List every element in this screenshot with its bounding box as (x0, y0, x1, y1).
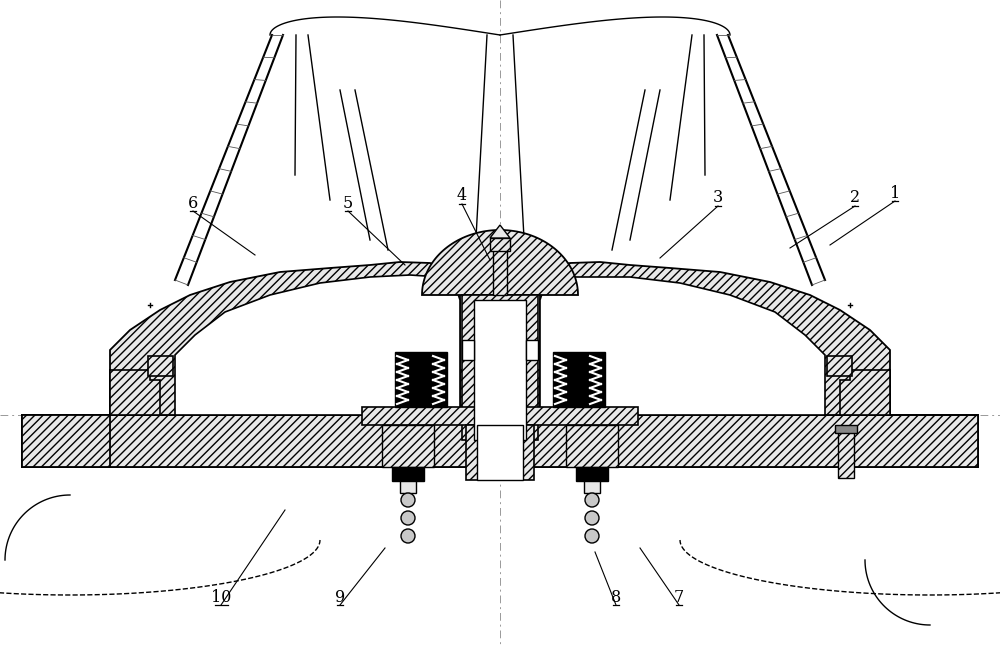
Bar (110, 370, 890, 415)
Text: 3: 3 (713, 189, 723, 207)
Text: 9: 9 (335, 588, 345, 605)
Polygon shape (422, 230, 578, 295)
Bar (462, 295, 538, 440)
Bar (526, 340, 538, 360)
Text: 7: 7 (674, 588, 684, 605)
Bar (838, 430, 854, 478)
Bar (553, 352, 605, 407)
Text: 10: 10 (211, 588, 231, 605)
Bar (477, 425, 523, 480)
Text: 2: 2 (850, 189, 860, 207)
Bar (22, 416, 978, 467)
Bar (835, 425, 857, 433)
Circle shape (585, 529, 599, 543)
Bar (148, 356, 173, 376)
Bar (466, 425, 534, 480)
Polygon shape (540, 277, 825, 415)
Bar (400, 481, 416, 493)
Bar (566, 425, 618, 467)
Bar (493, 248, 507, 295)
Bar (395, 352, 447, 407)
Bar (490, 238, 510, 251)
Text: 6: 6 (188, 194, 198, 211)
Polygon shape (110, 262, 460, 415)
Text: 5: 5 (343, 194, 353, 211)
Text: 4: 4 (457, 187, 467, 205)
Text: 1: 1 (890, 185, 900, 202)
Polygon shape (175, 275, 460, 415)
Bar (584, 481, 600, 493)
Circle shape (585, 493, 599, 507)
Bar (576, 467, 608, 481)
Bar (392, 467, 424, 481)
Bar (382, 425, 434, 467)
Circle shape (585, 511, 599, 525)
Bar (462, 340, 474, 360)
Polygon shape (110, 370, 160, 415)
Bar (22, 415, 110, 467)
Bar (22, 415, 978, 467)
Bar (827, 356, 852, 376)
Bar (474, 300, 526, 440)
Circle shape (401, 493, 415, 507)
Circle shape (401, 511, 415, 525)
Bar (22, 415, 978, 467)
Text: 8: 8 (611, 588, 621, 605)
Circle shape (401, 529, 415, 543)
Polygon shape (540, 262, 890, 415)
Polygon shape (490, 225, 510, 238)
Bar (362, 407, 638, 425)
Polygon shape (840, 370, 890, 415)
